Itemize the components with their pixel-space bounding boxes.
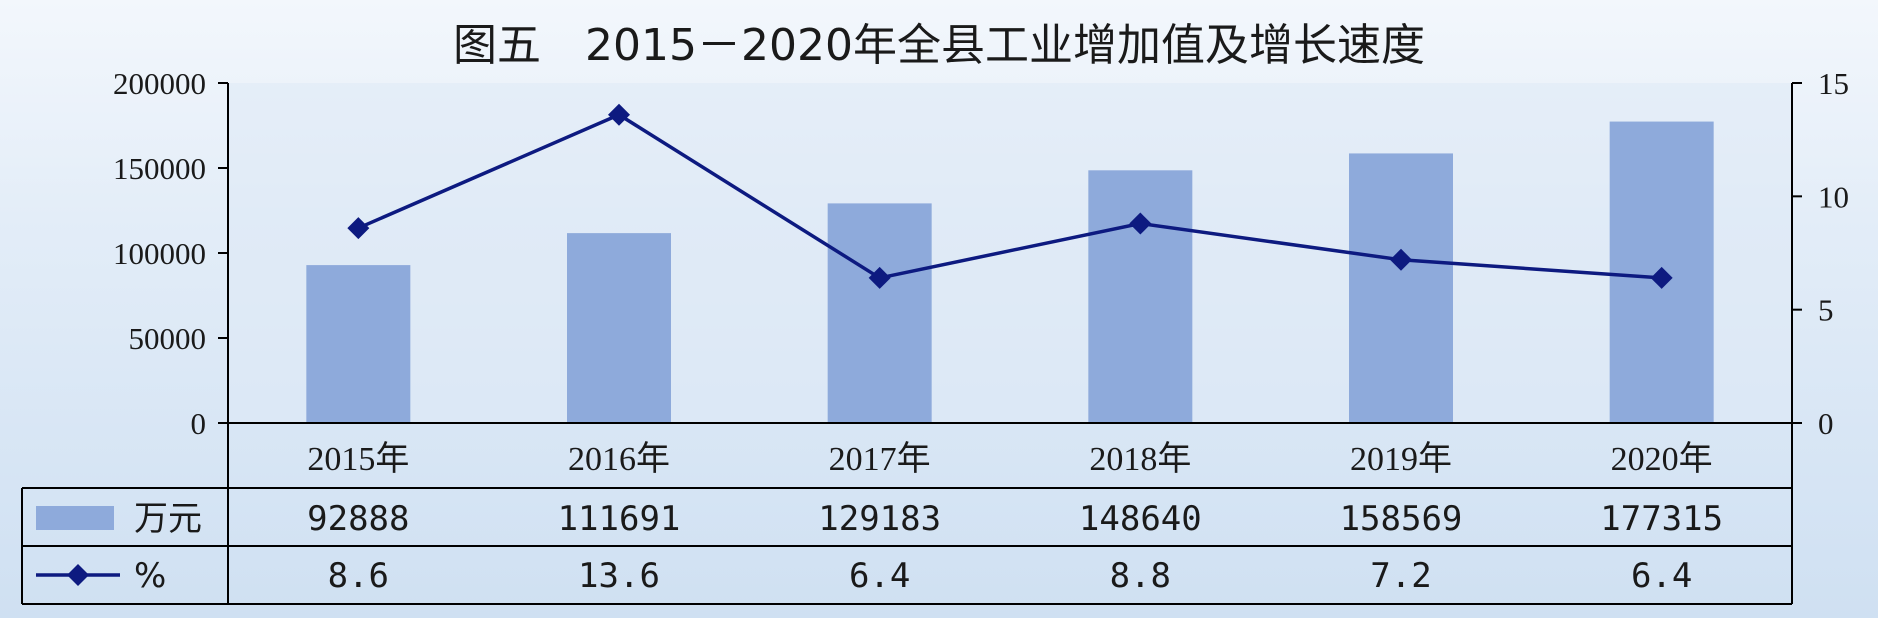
x-tick-label: 2017年 <box>829 440 931 478</box>
y-right-tick-label: 0 <box>1818 406 1834 441</box>
growth-line <box>357 112 1662 280</box>
y-left-tick-label: 150000 <box>113 151 206 186</box>
table-cell-value: 129183 <box>818 499 941 539</box>
x-tick-label: 2020年 <box>1611 440 1713 478</box>
bar-2015年 <box>306 265 411 423</box>
data-table: 万元 92888 111691 129183 148640 158569 177315% 8.… <box>21 423 1793 605</box>
x-tick-label: 2015年 <box>307 440 409 478</box>
table-cell-value: 7.2 <box>1370 556 1431 596</box>
legend-label-line: % <box>134 556 166 596</box>
x-tick-label: 2018年 <box>1089 440 1191 478</box>
line-marker-2019年 <box>1390 248 1412 271</box>
plot-background <box>228 83 1792 423</box>
table-cell-value: 6.4 <box>1631 556 1692 596</box>
table-cell-value: 177315 <box>1600 499 1723 539</box>
bar-2019年 <box>1349 153 1453 424</box>
table-cell-value: 6.4 <box>849 556 910 596</box>
plot-area: 0 50000 100000 150000 200000 0 5 10 15 2015年 2016年… <box>113 66 1849 478</box>
bar-2017年 <box>827 203 932 423</box>
y-right-tick-label: 15 <box>1818 66 1849 101</box>
line-marker-2015年 <box>347 217 370 240</box>
legend-label-bar: 万元 <box>134 499 202 539</box>
table-cell-value: 13.6 <box>578 556 660 596</box>
y-right-tick-label: 5 <box>1818 293 1834 328</box>
y-left-tick-label: 50000 <box>129 321 207 356</box>
legend-swatch-bar <box>36 506 114 530</box>
line-marker-2020年 <box>1650 266 1673 289</box>
bar-2018年 <box>1088 170 1193 423</box>
x-tick-label: 2016年 <box>568 440 670 478</box>
table-cell-value: 8.6 <box>328 556 389 596</box>
y-left-tick-label: 0 <box>191 406 207 441</box>
x-tick-label: 2019年 <box>1350 440 1452 478</box>
y-left-tick-label: 100000 <box>113 236 206 271</box>
chart-title: 图五 2015－2020年全县工业增加值及增长速度 <box>453 20 1425 71</box>
bar-2016年 <box>567 233 671 423</box>
table-cell-value: 148640 <box>1079 499 1202 539</box>
table-cell-value: 8.8 <box>1110 556 1171 596</box>
line-marker-2016年 <box>608 103 630 126</box>
line-marker-2018年 <box>1129 212 1152 235</box>
table-cell-value: 158569 <box>1340 499 1463 539</box>
y-right-tick-label: 10 <box>1818 179 1849 214</box>
line-marker-2017年 <box>868 266 891 289</box>
y-left-tick-label: 200000 <box>113 66 206 101</box>
legend-marker <box>67 564 89 586</box>
table-cell-value: 111691 <box>558 499 681 539</box>
table-cell-value: 92888 <box>307 499 409 539</box>
